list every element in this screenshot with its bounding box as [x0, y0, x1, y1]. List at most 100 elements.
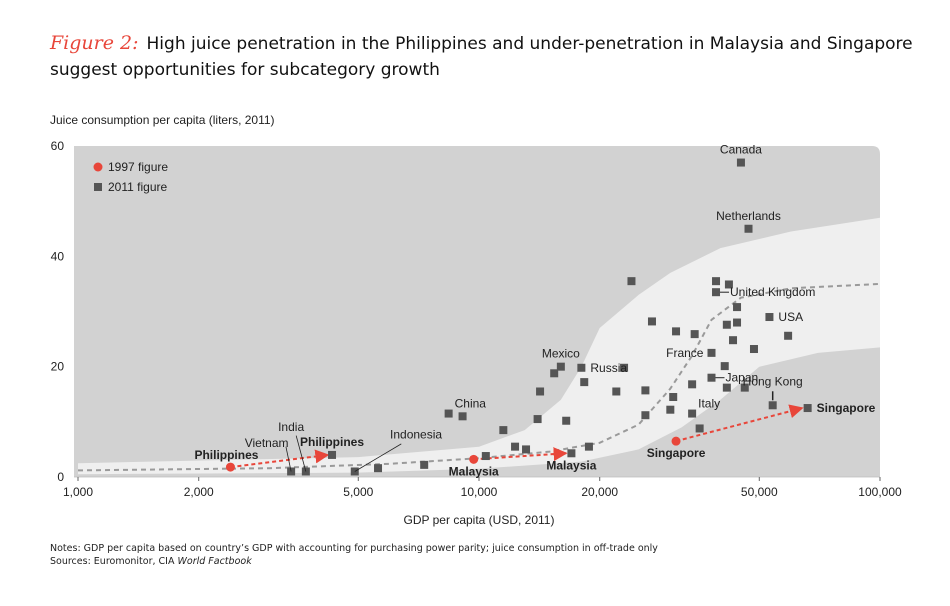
figure-title: Figure 2: High juice penetration in the P… [50, 30, 930, 83]
point-2011 [577, 363, 586, 372]
scatter-chart: 1,000 2,000 5,000 10,000 20,000 50,000 100,000… [50, 113, 902, 527]
point-label: USA [778, 310, 803, 324]
trend-arrow [230, 449, 330, 469]
point-2011 [567, 449, 576, 458]
point-2011 [584, 442, 593, 451]
point-2011 [720, 362, 729, 371]
chart-notes: Notes: GDP per capita based on country’s… [50, 542, 658, 568]
point-1997 [671, 436, 681, 446]
trend-arrow [675, 404, 804, 443]
point-label: Netherlands [716, 209, 781, 223]
x-tick-label: 20,000 [581, 485, 618, 499]
point-2011 [724, 280, 733, 289]
x-tick-label: 50,000 [741, 485, 778, 499]
point-2011 [712, 288, 721, 297]
point-2011 [736, 158, 745, 167]
point-label: Indonesia [390, 427, 442, 441]
point-label: Philippines [300, 435, 364, 449]
point-1997 [225, 462, 235, 472]
x-tick-label: 2,000 [184, 485, 214, 499]
point-label: Hong Kong [743, 374, 803, 388]
point-2011 [647, 317, 656, 326]
figure-label: Figure 2: [50, 32, 139, 54]
legend-marker [93, 162, 103, 172]
y-tick-label: 60 [51, 139, 65, 153]
point-2011 [672, 327, 681, 336]
point-label: Philippines [194, 448, 258, 462]
sources-italic: World Factbook [177, 556, 252, 567]
x-tick-label: 5,000 [343, 485, 373, 499]
point-label: Italy [698, 397, 720, 411]
label-leader [285, 446, 292, 472]
figure-title-text: High juice penetration in the Philippine… [50, 34, 913, 80]
point-label: Singapore [647, 446, 706, 460]
point-2011 [522, 445, 531, 454]
point-2011 [733, 303, 742, 312]
y-axis-label: Juice consumption per capita (liters, 20… [50, 113, 275, 127]
point-2011 [688, 409, 697, 418]
sources-line: Sources: Euromonitor, CIA World Factbook [50, 555, 658, 568]
legend-label: 1997 figure [108, 160, 168, 174]
y-tick-label: 20 [51, 360, 65, 374]
point-label: Malaysia [449, 464, 499, 478]
point-2011 [744, 224, 753, 233]
point-2011 [641, 386, 650, 395]
point-2011 [722, 383, 731, 392]
point-2011 [458, 412, 467, 421]
point-2011 [641, 411, 650, 420]
point-label: Mexico [542, 347, 580, 361]
point-2011 [444, 409, 453, 418]
point-2011 [690, 330, 699, 339]
trend-curve [77, 282, 881, 472]
point-2011 [740, 383, 749, 392]
point-2011 [707, 373, 716, 382]
x-tick-label: 1,000 [63, 485, 93, 499]
point-label: China [455, 397, 487, 411]
point-2011 [768, 401, 777, 410]
point-2011 [562, 416, 571, 425]
point-2011 [420, 460, 429, 469]
point-2011 [784, 331, 793, 340]
legend-marker [94, 183, 102, 191]
point-label: India [278, 420, 304, 434]
point-1997 [469, 454, 479, 464]
point-2011 [765, 313, 774, 322]
x-axis-label: GDP per capita (USD, 2011) [404, 513, 555, 527]
point-2011 [511, 442, 520, 451]
point-label: Singapore [817, 401, 876, 415]
y-tick-label: 40 [51, 249, 65, 263]
legend-label: 2011 figure [108, 180, 167, 194]
point-2011 [556, 362, 565, 371]
point-label: Japan [725, 371, 758, 385]
point-2011 [612, 387, 621, 396]
point-2011 [749, 345, 758, 354]
point-2011 [536, 387, 545, 396]
y-tick-label: 0 [57, 470, 64, 484]
point-2011 [580, 378, 589, 387]
point-2011 [499, 426, 508, 435]
point-2011 [620, 363, 629, 372]
notes-line: Notes: GDP per capita based on country’s… [50, 543, 658, 554]
point-label: Malaysia [546, 458, 596, 472]
point-label: Russia [590, 361, 627, 375]
point-2011 [666, 405, 675, 414]
point-label: United Kingdom [730, 285, 815, 299]
label-leader [295, 435, 307, 472]
penetration-band [78, 217, 880, 475]
point-2011 [695, 424, 704, 433]
point-2011 [481, 452, 490, 461]
point-2011 [328, 450, 337, 459]
x-tick-label: 10,000 [461, 485, 498, 499]
point-2011 [550, 369, 559, 378]
point-2011 [533, 415, 542, 424]
point-label: France [666, 346, 704, 360]
point-2011 [733, 318, 742, 327]
point-2011 [627, 277, 636, 286]
x-tick-label: 100,000 [858, 485, 902, 499]
point-2011 [722, 320, 731, 329]
point-2011 [707, 348, 716, 357]
point-2011 [374, 464, 383, 473]
point-label: Vietnam [245, 436, 289, 450]
point-label: Canada [720, 143, 762, 157]
point-2011 [729, 336, 738, 345]
